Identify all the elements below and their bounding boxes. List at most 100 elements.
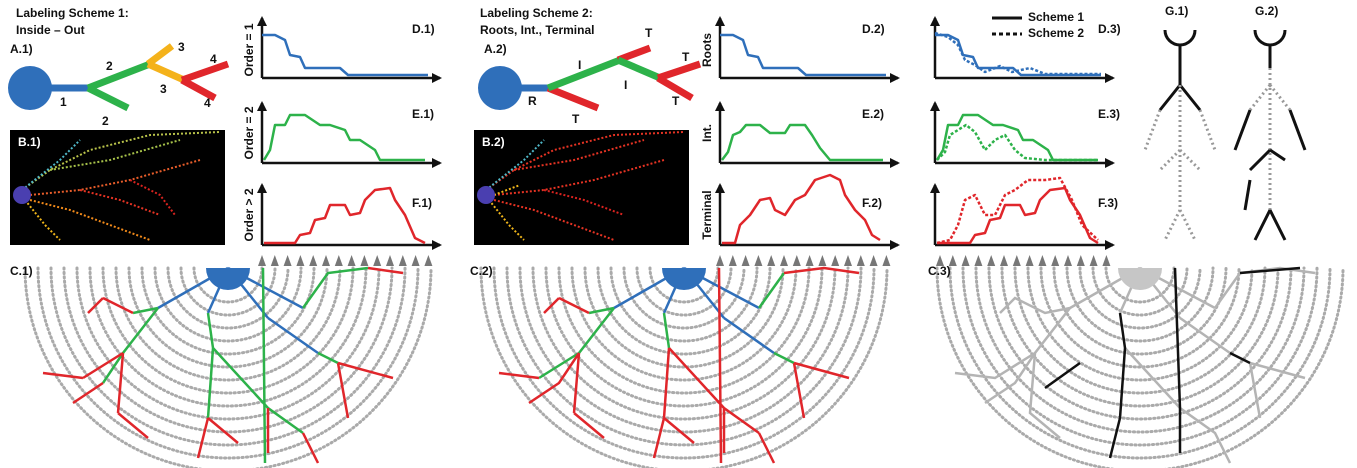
heading: Labeling Scheme 2: xyxy=(480,6,593,20)
time-marker xyxy=(1090,255,1098,266)
time-marker xyxy=(780,255,788,266)
shape xyxy=(182,64,228,80)
legend-label: Scheme 1 xyxy=(1028,10,1084,24)
panel-label: A.1) xyxy=(10,42,33,56)
fan-grid xyxy=(25,268,431,468)
panel-label: F.2) xyxy=(862,196,882,210)
time-marker xyxy=(882,255,890,266)
fan-grid xyxy=(481,268,887,468)
time-marker xyxy=(1077,255,1085,266)
time-marker xyxy=(793,255,801,266)
time-marker xyxy=(870,255,878,266)
time-marker xyxy=(1102,255,1110,266)
panel-label: E.3) xyxy=(1098,107,1120,121)
shape xyxy=(618,60,660,78)
shape xyxy=(477,186,495,204)
time-marker xyxy=(742,255,750,266)
time-marker xyxy=(936,255,944,266)
axis-label: Order > 2 xyxy=(242,188,256,241)
time-marker xyxy=(258,255,266,266)
shape xyxy=(548,60,620,88)
time-marker xyxy=(831,255,839,266)
panel-label: C.2) xyxy=(470,264,493,278)
shape xyxy=(937,178,1098,243)
legend-label: Scheme 2 xyxy=(1028,26,1084,40)
shape xyxy=(264,188,425,243)
time-marker xyxy=(844,255,852,266)
time-marker xyxy=(857,255,865,266)
branch-label: 2 xyxy=(106,59,113,73)
shape xyxy=(264,115,425,160)
time-marker xyxy=(1051,255,1059,266)
time-marker xyxy=(754,255,762,266)
heading: Labeling Scheme 1: xyxy=(16,6,129,20)
time-marker xyxy=(412,255,420,266)
shape xyxy=(1165,30,1195,45)
branch-label: 4 xyxy=(204,96,211,110)
time-marker xyxy=(806,255,814,266)
time-marker xyxy=(729,255,737,266)
shape xyxy=(88,88,128,108)
shape xyxy=(148,46,172,64)
shape xyxy=(658,64,700,78)
time-marker xyxy=(360,255,368,266)
axis-label: Order = 2 xyxy=(242,106,256,159)
figure: Labeling Scheme 1: Inside – Out A.1) 1 2… xyxy=(0,0,1357,468)
branch-label: T xyxy=(645,26,653,40)
shape xyxy=(1250,68,1290,210)
heading: Inside – Out xyxy=(16,23,85,37)
panel-label: B.2) xyxy=(482,135,505,149)
shape xyxy=(618,48,650,60)
time-marker xyxy=(386,255,394,266)
time-marker xyxy=(949,255,957,266)
time-marker xyxy=(1038,255,1046,266)
shape xyxy=(88,64,150,88)
shape xyxy=(935,35,1101,75)
panel-label: A.2) xyxy=(484,42,507,56)
panel-3: Scheme 1 Scheme 2 D.3) E.3) F.3) C.3) G.… xyxy=(928,4,1343,468)
panel-label: D.1) xyxy=(412,22,435,36)
time-marker xyxy=(1013,255,1021,266)
time-marker xyxy=(284,255,292,266)
axis-label: Roots xyxy=(700,33,714,67)
branch-label: 4 xyxy=(210,52,217,66)
panel-label: E.2) xyxy=(862,107,884,121)
panel-label: C.3) xyxy=(928,264,951,278)
time-marker xyxy=(424,255,432,266)
shape xyxy=(1255,30,1285,45)
panel-2: Labeling Scheme 2: Roots, Int., Terminal… xyxy=(470,6,898,468)
grid-arc xyxy=(989,268,1291,419)
time-marker xyxy=(818,255,826,266)
shape xyxy=(1145,85,1215,240)
branch-label: 3 xyxy=(160,82,167,96)
micrograph xyxy=(474,130,689,245)
time-marker xyxy=(296,255,304,266)
grid-arc xyxy=(533,268,835,419)
time-marker xyxy=(962,255,970,266)
panel-label: E.1) xyxy=(412,107,434,121)
time-marker xyxy=(271,255,279,266)
stick-figure xyxy=(1145,30,1305,240)
branch-label: 1 xyxy=(60,95,67,109)
branch-label: T xyxy=(572,112,580,126)
time-marker xyxy=(974,255,982,266)
panel-1: Labeling Scheme 1: Inside – Out A.1) 1 2… xyxy=(8,6,440,468)
fan-grid xyxy=(937,268,1343,468)
shape xyxy=(262,35,428,75)
shape xyxy=(720,35,886,75)
panel-label: B.1) xyxy=(18,135,41,149)
branch-label: 3 xyxy=(178,40,185,54)
branch-label: 2 xyxy=(102,114,109,128)
panel-label: G.1) xyxy=(1165,4,1188,18)
neuron-diagram xyxy=(478,48,700,110)
shape xyxy=(548,88,598,108)
time-marker xyxy=(767,255,775,266)
branch-label: T xyxy=(672,94,680,108)
axis-label: Int. xyxy=(700,124,714,142)
time-marker xyxy=(399,255,407,266)
heading: Roots, Int., Terminal xyxy=(480,23,594,37)
time-marker xyxy=(716,255,724,266)
panel-label: D.2) xyxy=(862,22,885,36)
time-markers xyxy=(258,255,1110,266)
panel-label: F.1) xyxy=(412,196,432,210)
